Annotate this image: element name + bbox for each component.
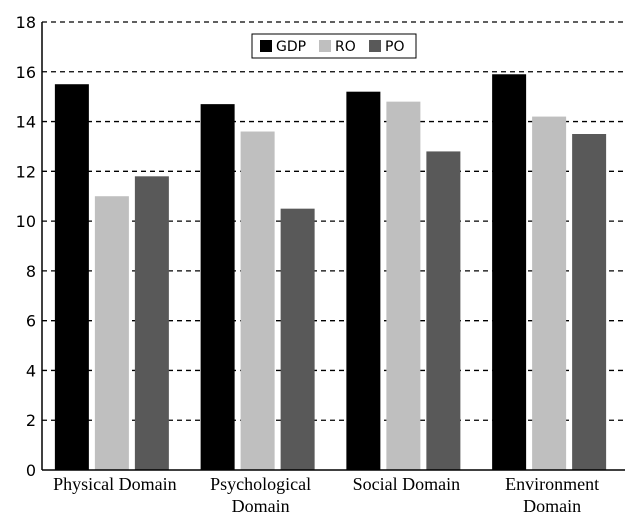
bar-ro	[386, 101, 421, 471]
legend-box	[251, 33, 417, 59]
y-tick-label: 10	[16, 212, 36, 231]
y-tick-label: 8	[26, 262, 36, 281]
bar-gdp	[54, 84, 89, 470]
gridlines	[42, 21, 625, 421]
legend-swatch-po	[369, 40, 381, 52]
y-tick-label: 12	[16, 162, 36, 181]
legend-label: RO	[335, 39, 356, 55]
legend: GDP RO PO	[251, 33, 417, 59]
category-label: Environment	[505, 474, 599, 494]
bar-ro	[532, 116, 567, 471]
category-label: Physical Domain	[53, 474, 177, 494]
bar-po	[426, 151, 461, 470]
bar-po	[134, 176, 169, 471]
legend-swatch-ro	[319, 40, 331, 52]
bar-gdp	[346, 91, 381, 470]
axes	[41, 22, 625, 471]
bar-ro	[94, 196, 129, 470]
y-tick-labels: 0 2 4 6 8 10 12 14 16 18	[16, 13, 36, 480]
bar-gdp	[492, 74, 527, 471]
y-tick-label: 2	[26, 411, 36, 430]
bar-po	[572, 134, 607, 470]
y-tick-label: 6	[26, 312, 36, 331]
bar-ro	[240, 131, 275, 470]
legend-label: PO	[385, 39, 404, 55]
bar-po	[280, 208, 315, 470]
legend-swatch-gdp	[260, 40, 272, 52]
category-label: Domain	[232, 496, 290, 516]
y-tick-label: 4	[26, 361, 36, 380]
y-tick-label: 18	[16, 13, 36, 32]
category-label: Social Domain	[353, 474, 460, 494]
category-label: Domain	[523, 496, 581, 516]
category-labels: Physical Domain PsychologicalDomainSocial…	[53, 474, 599, 516]
bars	[54, 74, 607, 471]
legend-label: GDP	[276, 39, 306, 55]
y-tick-label: 16	[16, 63, 36, 82]
y-tick-label: 14	[16, 113, 36, 132]
bar-gdp	[200, 104, 235, 470]
category-label: Psychological	[210, 474, 311, 494]
y-tick-label: 0	[26, 461, 36, 480]
